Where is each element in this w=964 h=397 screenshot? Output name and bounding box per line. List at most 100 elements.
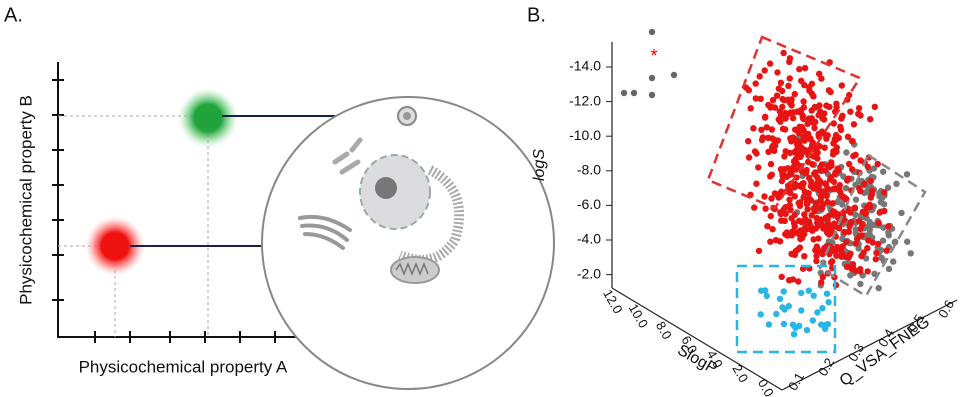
point <box>813 257 820 265</box>
point <box>827 174 835 181</box>
point <box>830 140 837 147</box>
point <box>835 167 842 174</box>
point <box>869 239 876 246</box>
point <box>808 144 815 151</box>
point <box>769 226 776 233</box>
point <box>883 247 890 254</box>
point <box>841 228 848 236</box>
point <box>852 226 859 233</box>
point <box>804 120 811 128</box>
axes-3d <box>611 42 958 391</box>
point <box>648 28 656 36</box>
point <box>787 135 794 142</box>
point <box>784 232 791 239</box>
point <box>765 321 773 328</box>
point <box>817 216 824 223</box>
point <box>801 211 808 218</box>
point <box>855 105 863 112</box>
point <box>844 133 852 140</box>
point <box>823 102 830 109</box>
point <box>825 212 833 219</box>
point <box>810 236 817 243</box>
point <box>786 277 793 284</box>
point <box>775 116 782 123</box>
point <box>773 92 781 99</box>
point <box>750 125 757 132</box>
point <box>778 217 785 224</box>
panel-label: A. <box>4 4 23 26</box>
green-particle <box>178 88 238 148</box>
point <box>812 169 819 176</box>
point <box>797 152 805 159</box>
point <box>840 173 847 180</box>
point <box>843 263 851 271</box>
point <box>768 195 775 202</box>
axes <box>57 62 332 338</box>
point <box>755 164 762 171</box>
point <box>836 185 843 193</box>
point <box>862 210 869 217</box>
point <box>813 252 820 260</box>
point <box>805 132 812 139</box>
x-tick-label: 12.0 <box>600 287 626 316</box>
point <box>761 193 768 200</box>
point <box>871 270 878 277</box>
point <box>823 135 830 142</box>
point <box>808 90 816 98</box>
point <box>801 253 808 260</box>
point <box>875 240 882 248</box>
point <box>893 180 900 187</box>
point <box>820 129 827 136</box>
point <box>788 102 795 109</box>
point <box>818 321 825 328</box>
point <box>755 247 763 255</box>
point <box>817 197 824 204</box>
point <box>842 185 850 192</box>
point <box>798 307 805 314</box>
point <box>838 253 845 260</box>
point <box>829 186 837 193</box>
point <box>816 177 823 184</box>
point <box>792 324 799 331</box>
point <box>852 211 859 218</box>
point <box>837 126 845 134</box>
point <box>811 205 818 212</box>
point <box>827 259 835 266</box>
point <box>620 89 628 97</box>
point <box>756 73 763 80</box>
point <box>884 184 892 191</box>
point <box>843 149 850 156</box>
point <box>833 148 840 155</box>
point <box>786 171 793 179</box>
cell-illustration <box>261 96 555 390</box>
point <box>825 87 833 94</box>
point <box>814 149 821 156</box>
point <box>872 256 879 263</box>
point <box>830 120 837 127</box>
point <box>797 109 804 116</box>
point <box>775 194 782 201</box>
point <box>846 223 853 230</box>
point <box>849 166 856 173</box>
point <box>796 202 804 210</box>
point <box>843 238 850 246</box>
point <box>829 200 836 207</box>
point <box>874 160 881 168</box>
z-tick-label: -12.0 <box>569 92 601 108</box>
point <box>806 220 813 227</box>
point <box>820 225 827 232</box>
point <box>809 181 817 189</box>
point <box>867 177 874 185</box>
point <box>819 305 826 312</box>
point <box>780 320 788 328</box>
point <box>841 208 848 215</box>
point <box>907 250 914 257</box>
x-axis-label: Physicochemical property A <box>79 357 288 376</box>
point <box>877 246 885 254</box>
point <box>847 272 854 279</box>
point <box>812 118 819 126</box>
point <box>858 252 865 260</box>
annotation: * <box>650 46 657 66</box>
point <box>779 169 786 177</box>
point <box>843 195 850 203</box>
